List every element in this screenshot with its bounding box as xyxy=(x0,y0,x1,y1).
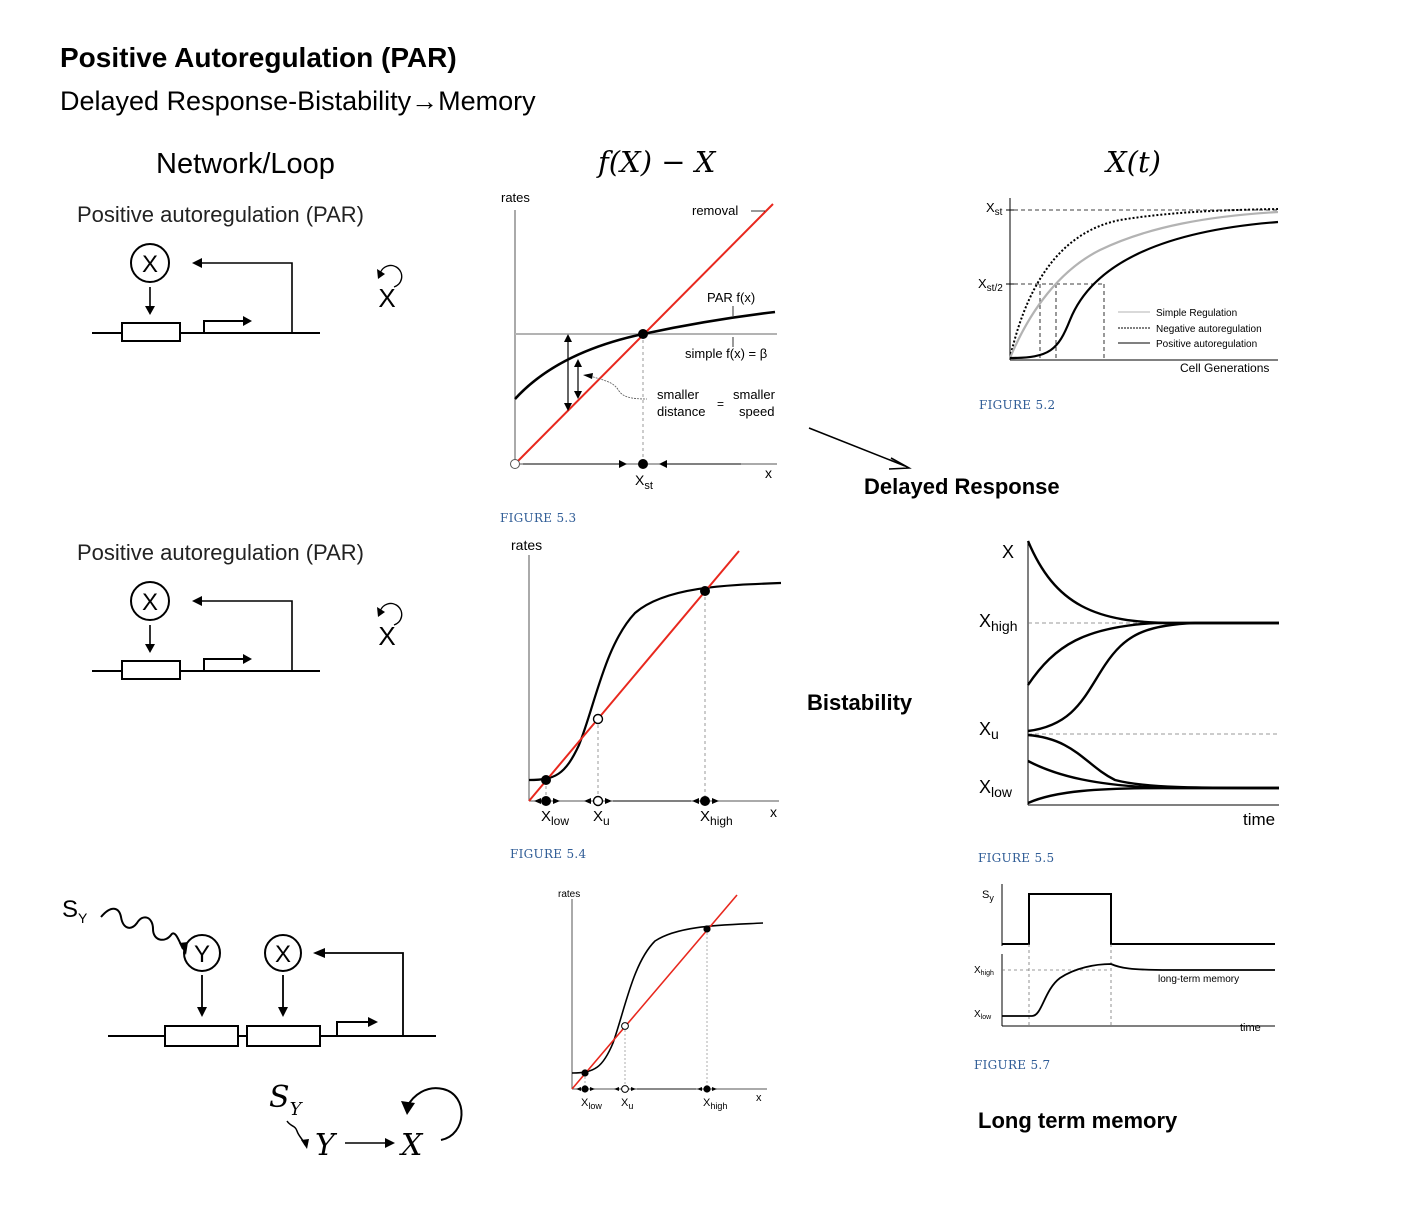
fig57-xlabel: time xyxy=(1240,1022,1261,1034)
self-loop-x-label-2: X xyxy=(378,621,395,651)
fig55-ylabel: X xyxy=(1002,542,1014,562)
math-self-loop xyxy=(406,1087,463,1141)
fig54-xu-label: Xu xyxy=(593,808,610,828)
fig52-caption: FIGURE 5.2 xyxy=(979,398,1056,412)
fig54-xlabel: x xyxy=(770,804,777,820)
figure-5-7: Sy Xhigh Xlow long-term memory time xyxy=(974,884,1275,1034)
signal-sy-label: SY xyxy=(62,896,88,926)
figure-5-5: X Xhigh Xu Xlow time xyxy=(979,540,1280,829)
fig53-smaller-speed-1: smaller xyxy=(733,387,776,402)
fig57-caption: FIGURE 5.7 xyxy=(974,1058,1051,1072)
fig56-xu-label: Xu xyxy=(621,1097,633,1111)
concept-long-term-memory: Long term memory xyxy=(978,1108,1178,1133)
fig53-equals: = xyxy=(717,397,724,411)
promoter-y-box xyxy=(164,1025,239,1047)
fig55-xlow-label: Xlow xyxy=(979,777,1013,800)
fig54-xu-point xyxy=(592,795,604,807)
fig55-caption: FIGURE 5.5 xyxy=(978,851,1055,865)
fig53-xlabel: x xyxy=(765,465,772,481)
fig53-smaller-speed-2: speed xyxy=(739,404,774,419)
fig53-xst-label: Xst xyxy=(635,472,653,492)
fig53-smaller-distance-2: distance xyxy=(657,404,705,419)
self-loop-x-label: X xyxy=(378,283,395,313)
promoter-x-box xyxy=(246,1025,321,1047)
fig52-xst-half-label: Xst/2 xyxy=(978,276,1003,294)
fig57-xhigh-label: Xhigh xyxy=(974,965,994,977)
fig52-xlabel: Cell Generations xyxy=(1180,361,1269,375)
node-y-circle xyxy=(183,934,221,972)
fig57-memory-curve xyxy=(1002,963,1275,1017)
fig52-simple-curve xyxy=(1008,210,1279,359)
math-x-label: X xyxy=(399,1128,424,1163)
gene-arrow xyxy=(203,320,248,333)
node-x-circle xyxy=(130,243,170,283)
fig55-xlabel: time xyxy=(1243,810,1275,829)
memory-circuit-diagram: SY Y X SY Y X xyxy=(62,896,463,1163)
node-x-label-2: X xyxy=(142,589,158,616)
delayed-response-arrow xyxy=(808,427,912,470)
math-signal-label: SY xyxy=(269,1080,304,1120)
node-x3-circle xyxy=(264,934,302,972)
node-x3-label: X xyxy=(275,941,291,968)
fig52-legend-negative: Negative autoregulation xyxy=(1156,324,1262,335)
fig54-ylabel: rates xyxy=(511,537,542,553)
fig53-caption: FIGURE 5.3 xyxy=(500,511,577,525)
figure-5-2: Xst Xst/2 Simple Regulation Negative aut… xyxy=(978,198,1279,375)
concept-delayed-response: Delayed Response xyxy=(864,474,1060,499)
fig56-xlow-label: Xlow xyxy=(581,1097,602,1111)
page-title: Positive Autoregulation (PAR) xyxy=(60,42,457,73)
node-x-label: X xyxy=(142,251,158,278)
fig52-xst-label: Xst xyxy=(986,200,1003,218)
fig56-xlabel: x xyxy=(756,1092,762,1104)
figure-5-4: rates x Xlow Xu Xhigh xyxy=(511,537,782,828)
concept-bistability: Bistability xyxy=(807,690,913,715)
math-y-label: Y xyxy=(315,1128,338,1163)
promoter-box xyxy=(121,322,181,342)
self-loop-arc xyxy=(379,264,403,288)
fig55-xhigh-label: Xhigh xyxy=(979,611,1017,634)
fig54-xhigh-point xyxy=(700,796,710,806)
fig57-xlow-label: Xlow xyxy=(974,1009,992,1021)
fig52-positive-curve xyxy=(1009,220,1279,360)
fig57-signal-pulse xyxy=(1002,893,1275,945)
par-network-label-2: Positive autoregulation (PAR) xyxy=(77,540,364,565)
fig57-sy-label: Sy xyxy=(982,889,994,903)
fig54-xlow-point xyxy=(541,796,551,806)
par-network-diagram-2: X X xyxy=(92,581,403,680)
fig53-ylabel: rates xyxy=(501,190,530,205)
fig54-xlow-label: Xlow xyxy=(541,808,569,828)
feedback-arrow xyxy=(196,262,293,333)
signal-squiggle-arrow xyxy=(100,907,184,950)
fig54-caption: FIGURE 5.4 xyxy=(510,847,587,861)
par-network-diagram-1: X X xyxy=(92,243,403,342)
fig53-simple-label: simple f(x) = β xyxy=(685,346,767,361)
column-header-rates: f(X) − X xyxy=(598,145,716,179)
column-header-time: X(t) xyxy=(1106,145,1161,179)
fig53-xst-point xyxy=(638,459,648,469)
fig52-legend-positive: Positive autoregulation xyxy=(1156,339,1257,350)
fig52-legend-simple: Simple Regulation xyxy=(1156,308,1237,319)
page-subtitle: Delayed Response-Bistability→Memory xyxy=(60,86,536,116)
fig55-xu-label: Xu xyxy=(979,719,999,742)
fig57-memory-label: long-term memory xyxy=(1158,974,1239,985)
node-y-label: Y xyxy=(194,941,210,968)
par-network-label: Positive autoregulation (PAR) xyxy=(77,202,364,227)
fig54-xhigh-label: Xhigh xyxy=(700,808,733,828)
fig56-ylabel: rates xyxy=(558,889,580,900)
fig53-smaller-distance-1: smaller xyxy=(657,387,700,402)
fig56-xhigh-label: Xhigh xyxy=(703,1097,727,1111)
fig54-sigmoid xyxy=(528,581,782,782)
fig53-par-label: PAR f(x) xyxy=(707,290,755,305)
fig52-negative-curve xyxy=(1009,208,1279,359)
fig53-removal-label: removal xyxy=(692,203,738,218)
figure-5-3: rates x Xst smaller distance = smaller s… xyxy=(501,190,777,492)
column-header-network: Network/Loop xyxy=(156,148,335,180)
figure-rates-bottom: rates x Xlow Xu Xhigh xyxy=(558,889,767,1111)
